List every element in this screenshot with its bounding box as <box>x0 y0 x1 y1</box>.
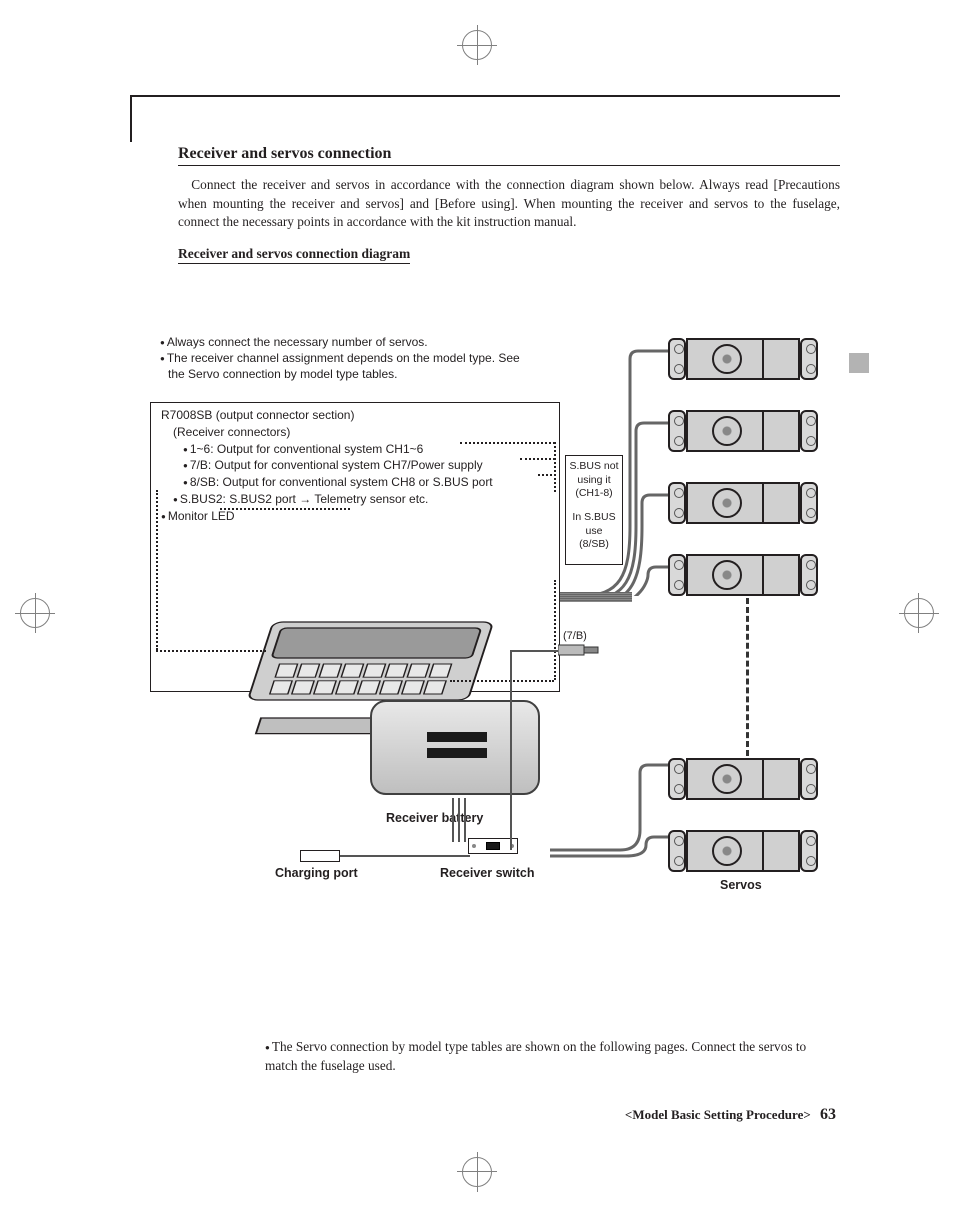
leader-line <box>460 442 555 444</box>
connector-plug-icon <box>558 643 600 657</box>
sbus-wire <box>560 592 632 602</box>
rx-line: S.BUS2: S.BUS2 port → Telemetry sensor e… <box>161 491 556 508</box>
note-item: The receiver channel assignment depends … <box>160 350 520 382</box>
leader-line <box>554 442 556 492</box>
footer-note: The Servo connection by model type table… <box>265 1038 825 1075</box>
section-title: Receiver and servos connection <box>178 145 840 166</box>
charging-port-illustration <box>300 850 340 862</box>
intro-notes: Always connect the necessary number of s… <box>160 334 520 383</box>
crop-mark <box>0 123 1 183</box>
servo-illustration <box>668 830 818 872</box>
footer-note-text: The Servo connection by model type table… <box>265 1039 806 1073</box>
rx-title: R7008SB (output connector section) <box>161 407 556 424</box>
leader-line <box>520 458 555 460</box>
servo-illustration <box>668 554 818 596</box>
connection-diagram: Always connect the necessary number of s… <box>150 330 850 930</box>
crop-mark <box>0 1 1 61</box>
page-number: 63 <box>820 1106 836 1123</box>
page-edge-tab <box>849 353 869 373</box>
crop-mark <box>35 593 36 633</box>
wire-bundle <box>560 346 670 596</box>
page-footer: <Model Basic Setting Procedure> 63 <box>625 1106 836 1124</box>
crop-mark <box>0 0 60 1</box>
servo-illustration <box>668 482 818 524</box>
crop-mark <box>477 25 478 65</box>
note-item: Always connect the necessary number of s… <box>160 334 520 350</box>
content-area: Receiver and servos connection Connect t… <box>130 95 840 264</box>
leader-line <box>450 680 554 682</box>
crop-mark <box>477 1152 478 1192</box>
section-body: Connect the receiver and servos in accor… <box>178 176 840 232</box>
wire <box>510 840 512 850</box>
wire <box>458 798 460 842</box>
crop-mark <box>0 62 1 122</box>
leader-line <box>156 490 158 650</box>
leader-line <box>554 580 556 680</box>
crop-mark <box>0 183 60 184</box>
footer-section: <Model Basic Setting Procedure> <box>625 1107 811 1122</box>
rx-line: Monitor LED <box>161 508 556 525</box>
port-7b-label: (7/B) <box>563 630 587 642</box>
wire-bundle-bottom <box>530 760 670 880</box>
servo-illustration <box>668 410 818 452</box>
switch-label: Receiver switch <box>440 866 535 880</box>
servo-illustration <box>668 758 818 800</box>
leader-line <box>220 508 350 510</box>
diagram-title: Receiver and servos connection diagram <box>178 246 410 264</box>
wire <box>464 798 466 842</box>
wire <box>452 798 454 842</box>
crop-mark <box>918 593 919 633</box>
charging-port-label: Charging port <box>275 866 358 880</box>
wire <box>340 855 470 857</box>
wire <box>510 650 558 652</box>
rx-line: 7/B: Output for conventional system CH7/… <box>161 457 556 474</box>
rx-subtitle: (Receiver connectors) <box>161 424 556 441</box>
servo-illustration <box>668 338 818 380</box>
dashed-wire <box>746 598 749 756</box>
crop-mark <box>899 613 939 614</box>
crop-mark <box>0 184 1 244</box>
servos-label: Servos <box>720 878 762 892</box>
battery-label: Receiver battery <box>386 811 483 825</box>
receiver-battery-illustration <box>370 700 550 805</box>
crop-mark <box>0 61 60 62</box>
leader-line <box>156 650 266 652</box>
wire <box>510 650 512 840</box>
receiver-text: R7008SB (output connector section) (Rece… <box>161 407 556 525</box>
crop-mark <box>0 122 60 123</box>
receiver-box: R7008SB (output connector section) (Rece… <box>150 402 560 692</box>
rx-line: 8/SB: Output for conventional system CH8… <box>161 474 556 491</box>
